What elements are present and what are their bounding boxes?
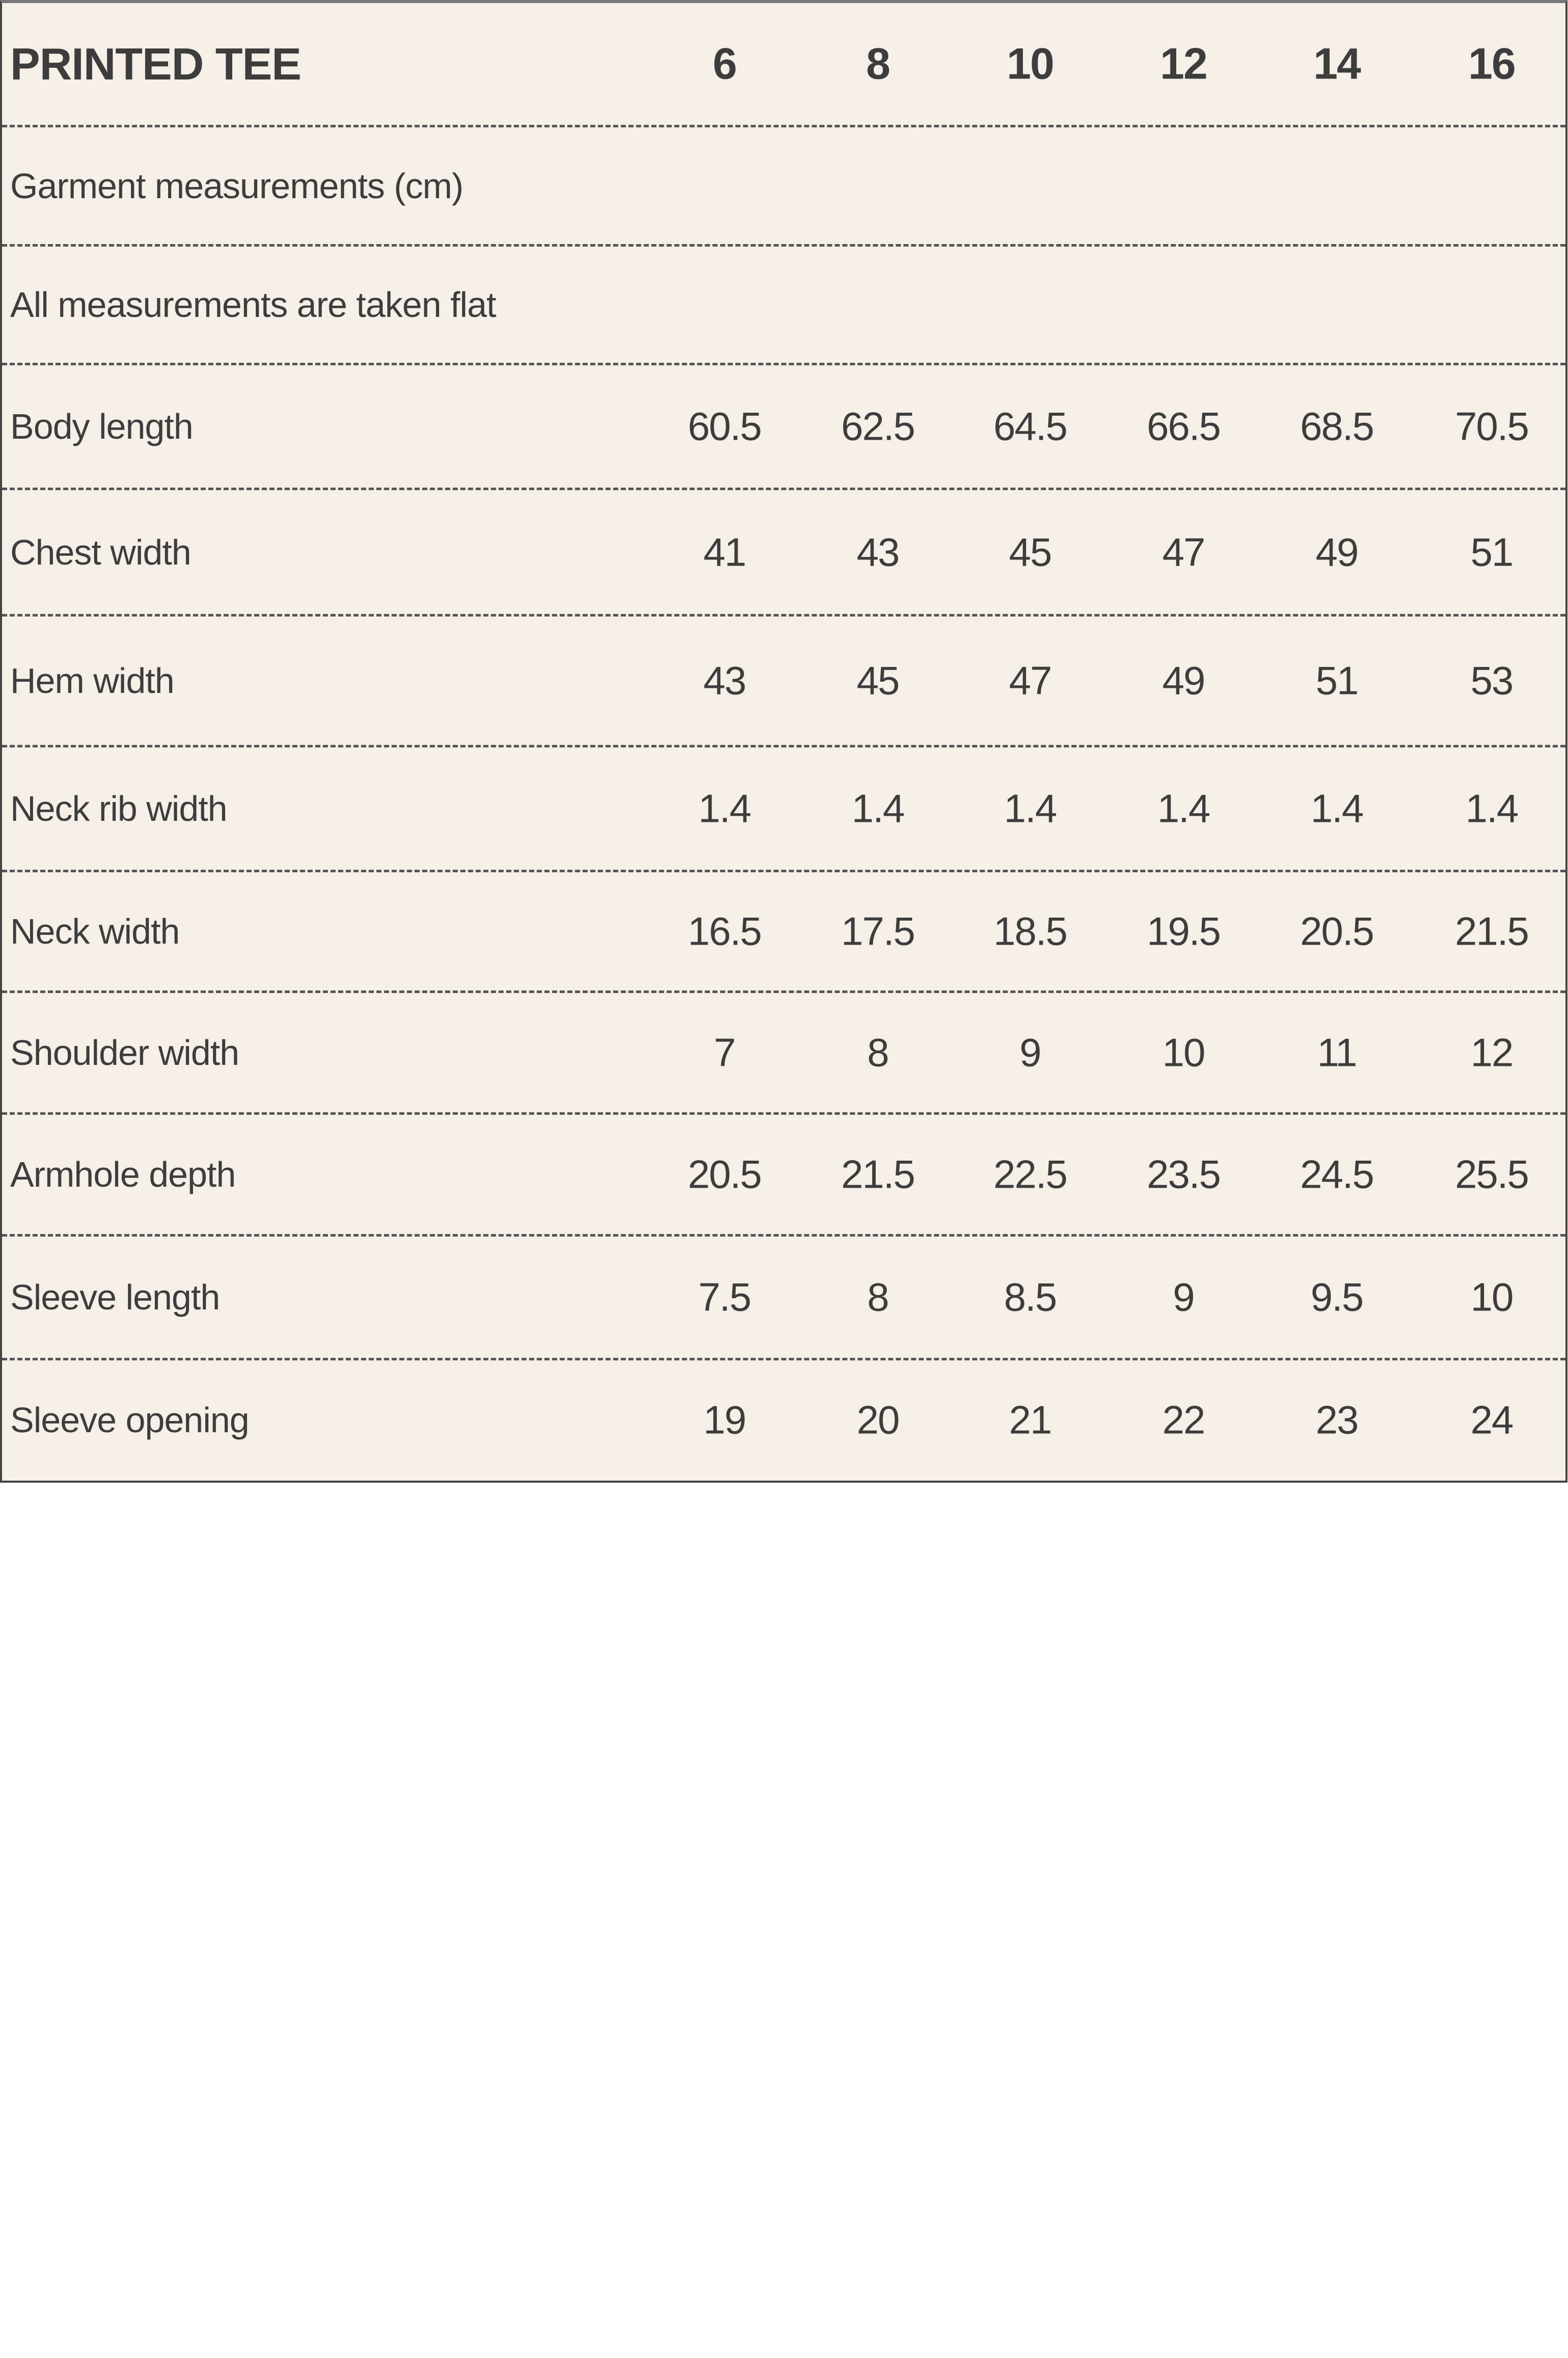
measurement-cell: 49 <box>1162 658 1206 703</box>
measurement-cell: 16.5 <box>688 908 762 954</box>
measurement-cell: 10 <box>1162 1030 1206 1075</box>
measurement-cell: 8 <box>867 1274 889 1320</box>
row-label: Armhole depth <box>10 1155 236 1194</box>
note-row: All measurements are taken flat <box>2 244 1565 363</box>
table-row: Hem width 43 45 47 49 51 53 <box>2 614 1565 745</box>
measurement-cell: 19 <box>703 1397 747 1442</box>
measurement-cell: 45 <box>856 658 900 703</box>
measurement-cell: 8 <box>867 1030 889 1075</box>
measurement-cell: 21.5 <box>1455 908 1529 954</box>
measurement-cell: 64.5 <box>993 404 1068 449</box>
measurement-cell: 1.4 <box>1310 786 1364 831</box>
measurement-cell: 20.5 <box>688 1151 762 1197</box>
measurement-cell: 7 <box>714 1030 736 1075</box>
measurement-cell: 18.5 <box>993 908 1068 954</box>
header-row: PRINTED TEE 6 8 10 12 14 16 <box>2 3 1565 125</box>
row-label: Neck width <box>10 912 180 951</box>
measurement-cell: 9 <box>1173 1274 1195 1320</box>
table-row: Sleeve opening 19 20 21 22 23 24 <box>2 1358 1565 1480</box>
measurement-cell: 9 <box>1019 1030 1041 1075</box>
measurement-cell: 23.5 <box>1147 1151 1221 1197</box>
measurement-cell: 1.4 <box>851 786 905 831</box>
measurement-cell: 68.5 <box>1300 404 1374 449</box>
measurement-cell: 25.5 <box>1455 1151 1529 1197</box>
measurement-cell: 8.5 <box>1004 1274 1057 1320</box>
measurement-cell: 70.5 <box>1455 404 1529 449</box>
table-row: Armhole depth 20.5 21.5 22.5 23.5 24.5 25.5 <box>2 1112 1565 1234</box>
table-row: Chest width 41 43 45 47 49 51 <box>2 488 1565 614</box>
measurement-cell: 11 <box>1317 1030 1358 1075</box>
size-header: 8 <box>866 39 890 88</box>
note-text: Garment measurements (cm) <box>10 166 464 206</box>
measurement-cell: 9.5 <box>1310 1274 1364 1320</box>
measurement-cell: 21 <box>1009 1397 1052 1442</box>
measurement-cell: 20 <box>856 1397 900 1442</box>
measurement-cell: 20.5 <box>1300 908 1374 954</box>
note-row: Garment measurements (cm) <box>2 125 1565 244</box>
table-row: Neck width 16.5 17.5 18.5 19.5 20.5 21.5 <box>2 870 1565 990</box>
measurement-cell: 53 <box>1470 658 1514 703</box>
measurement-cell: 1.4 <box>1157 786 1210 831</box>
size-header: 12 <box>1160 39 1208 88</box>
measurement-cell: 51 <box>1470 529 1514 574</box>
measurement-cell: 22.5 <box>993 1151 1068 1197</box>
row-label: Shoulder width <box>10 1033 239 1073</box>
table-row: Body length 60.5 62.5 64.5 66.5 68.5 70.5 <box>2 363 1565 488</box>
row-label: Neck rib width <box>10 789 228 828</box>
measurement-cell: 1.4 <box>1004 786 1057 831</box>
measurement-cell: 43 <box>856 529 900 574</box>
size-header: 14 <box>1313 39 1361 88</box>
size-header: 10 <box>1007 39 1055 88</box>
measurement-cell: 1.4 <box>1465 786 1519 831</box>
table-row: Shoulder width 7 8 9 10 11 12 <box>2 990 1565 1112</box>
measurement-cell: 24 <box>1470 1397 1514 1442</box>
measurement-cell: 51 <box>1315 658 1359 703</box>
row-label: Body length <box>10 407 194 446</box>
note-text: All measurements are taken flat <box>10 285 496 325</box>
measurement-cell: 47 <box>1162 529 1206 574</box>
row-label: Chest width <box>10 532 192 572</box>
size-chart-table: PRINTED TEE 6 8 10 12 14 16 Garment measurement… <box>0 0 1567 1483</box>
measurement-cell: 47 <box>1009 658 1052 703</box>
measurement-cell: 1.4 <box>698 786 751 831</box>
measurement-cell: 12 <box>1470 1030 1514 1075</box>
table-row: Neck rib width 1.4 1.4 1.4 1.4 1.4 1.4 <box>2 745 1565 870</box>
measurement-cell: 62.5 <box>841 404 915 449</box>
measurement-cell: 24.5 <box>1300 1151 1374 1197</box>
measurement-cell: 43 <box>703 658 747 703</box>
measurement-cell: 19.5 <box>1147 908 1221 954</box>
measurement-cell: 60.5 <box>688 404 762 449</box>
row-label: Hem width <box>10 661 175 701</box>
measurement-cell: 66.5 <box>1147 404 1221 449</box>
size-header: 16 <box>1468 39 1516 88</box>
measurement-cell: 23 <box>1315 1397 1359 1442</box>
row-label: Sleeve length <box>10 1277 220 1317</box>
table-row: Sleeve length 7.5 8 8.5 9 9.5 10 <box>2 1234 1565 1358</box>
measurement-cell: 49 <box>1315 529 1359 574</box>
measurement-cell: 22 <box>1162 1397 1206 1442</box>
row-label: Sleeve opening <box>10 1400 250 1440</box>
measurement-cell: 7.5 <box>698 1274 751 1320</box>
measurement-cell: 41 <box>703 529 747 574</box>
measurement-cell: 45 <box>1009 529 1052 574</box>
size-header: 6 <box>713 39 737 88</box>
measurement-cell: 21.5 <box>841 1151 915 1197</box>
measurement-cell: 10 <box>1470 1274 1514 1320</box>
measurement-cell: 17.5 <box>841 908 915 954</box>
table-title: PRINTED TEE <box>10 38 302 89</box>
